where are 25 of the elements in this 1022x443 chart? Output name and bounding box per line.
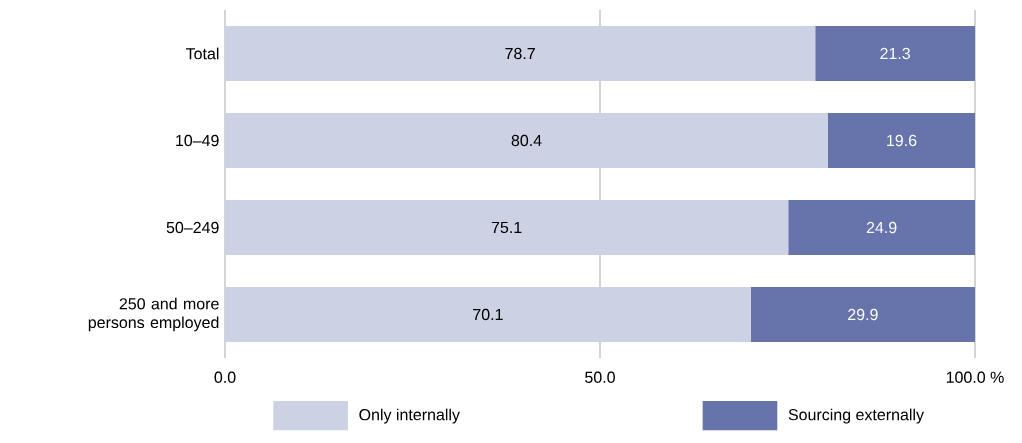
legend-label: Sourcing externally	[788, 408, 924, 424]
data-label: 78.7	[505, 47, 535, 60]
y-tick-label: 250 and more persons employed	[88, 297, 219, 332]
bar	[225, 200, 789, 255]
legend-label: Only internally	[359, 408, 460, 424]
y-tick-label: 10–49	[176, 134, 219, 147]
data-label: 80.4	[511, 134, 542, 147]
data-label: 24.9	[866, 221, 897, 234]
bar	[788, 200, 975, 255]
data-label: 70.1	[473, 308, 503, 321]
bar	[225, 26, 816, 81]
bar	[225, 113, 828, 168]
bar	[225, 287, 751, 342]
bar	[815, 26, 975, 81]
x-tick-label: 100.0 %	[946, 371, 1004, 383]
bar	[827, 113, 975, 168]
data-label: 21.3	[880, 47, 910, 60]
data-label: 19.6	[887, 134, 917, 147]
data-label: 29.9	[848, 308, 878, 321]
x-tick-label: 0.0	[214, 371, 236, 383]
x-tick-label: 50.0	[585, 371, 615, 383]
y-tick-label: 50–249	[166, 221, 219, 234]
y-tick-label: Total	[185, 47, 219, 60]
data-label: 75.1	[491, 221, 522, 234]
bar	[750, 287, 975, 342]
